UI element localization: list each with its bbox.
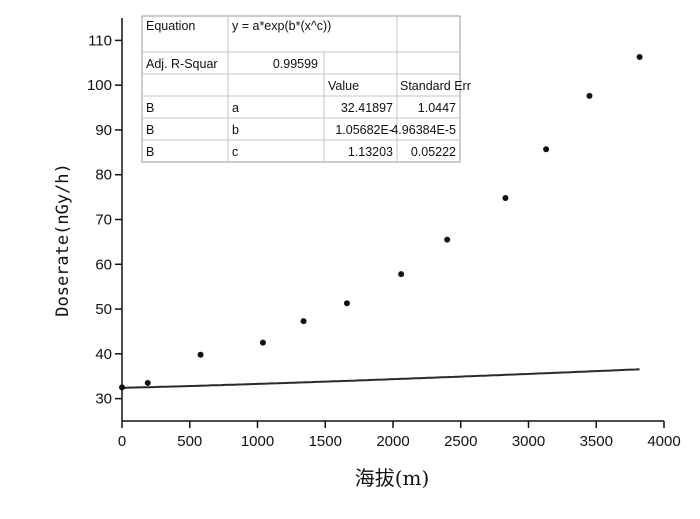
x-tick-label: 500 — [177, 433, 202, 450]
fit-table-row-param: c — [232, 145, 238, 159]
y-tick-label: 70 — [95, 212, 112, 229]
data-point — [636, 53, 643, 60]
x-tick-label: 3500 — [580, 433, 613, 450]
data-point — [300, 318, 307, 325]
y-tick-label: 60 — [95, 256, 112, 273]
data-point — [502, 195, 509, 202]
x-tick-label: 1500 — [309, 433, 342, 450]
fit-table-header-err: Standard Err — [400, 79, 471, 93]
fit-table-row-value: 1.13203 — [348, 145, 393, 159]
fit-table-row-param: a — [232, 101, 239, 115]
x-tick-label: 2000 — [376, 433, 409, 450]
x-tick-label: 3000 — [512, 433, 545, 450]
fit-table-row-err: 0.05222 — [411, 145, 456, 159]
x-tick-label: 0 — [118, 433, 126, 450]
data-point — [543, 146, 550, 153]
fit-table-header-value: Value — [328, 79, 359, 93]
x-ticks: 0 500 1000 1500 2000 2500 3000 3500 4000 — [118, 421, 681, 450]
data-point — [444, 236, 451, 243]
fit-curve — [121, 368, 640, 389]
fit-table-background — [141, 15, 461, 163]
y-ticks: 30 40 50 60 70 80 90 100 110 — [87, 32, 122, 408]
x-axis-title: 海拔(m) — [355, 466, 430, 490]
fit-table-row-err: 1.0447 — [418, 101, 456, 115]
fit-table-r2-label: Adj. R-Squar — [146, 57, 218, 71]
fit-table-row-group: B — [146, 145, 154, 159]
data-point — [586, 92, 593, 99]
y-axis-title: Doserate(nGy/h) — [53, 163, 73, 317]
y-tick-label: 30 — [95, 391, 112, 408]
data-point — [197, 351, 204, 358]
y-tick-label: 90 — [95, 122, 112, 139]
fit-table-row-group: B — [146, 101, 154, 115]
data-point — [144, 379, 151, 386]
fit-table-r2-value: 0.99599 — [273, 57, 318, 71]
x-tick-label: 4000 — [647, 433, 680, 450]
fit-table-equation: y = a*exp(b*(x^c)) — [232, 19, 331, 33]
x-tick-label: 2500 — [444, 433, 477, 450]
data-point — [119, 384, 125, 391]
y-tick-label: 110 — [88, 32, 112, 49]
data-point — [343, 300, 350, 307]
y-tick-label: 50 — [95, 301, 112, 318]
x-tick-label: 1000 — [241, 433, 274, 450]
data-point — [398, 271, 405, 278]
fit-table-row-param: b — [232, 123, 239, 137]
y-tick-label: 80 — [95, 167, 112, 184]
fit-table-row-err: 4.96384E-5 — [391, 123, 456, 137]
y-tick-label: 40 — [95, 346, 112, 363]
y-tick-label: 100 — [87, 77, 112, 94]
data-points — [119, 53, 643, 391]
fit-table-row-value: 1.05682E- — [335, 123, 393, 137]
fit-table-row-group: B — [146, 123, 154, 137]
fit-table-equation-label: Equation — [146, 19, 195, 33]
fit-table: Equation y = a*exp(b*(x^c)) Adj. R-Squar… — [141, 15, 471, 163]
data-point — [259, 339, 266, 346]
fit-table-row-value: 32.41897 — [341, 101, 393, 115]
